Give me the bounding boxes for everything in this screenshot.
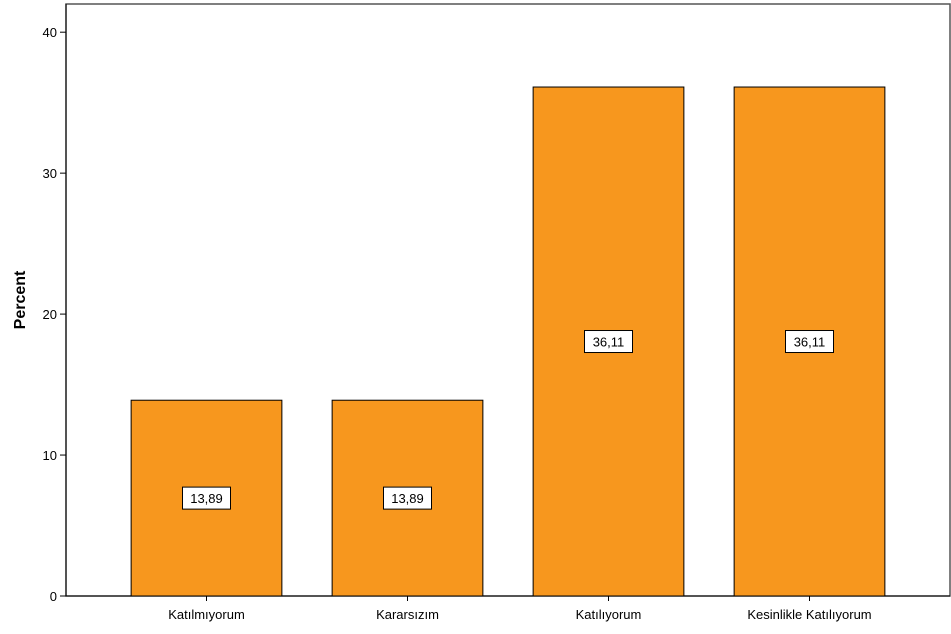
data-label-box bbox=[785, 330, 834, 354]
data-label: 36,11 bbox=[794, 335, 826, 350]
data-label: 13,89 bbox=[190, 491, 223, 506]
y-tick-label: 40 bbox=[43, 25, 57, 40]
bars: 13,89 13,89 36,11 36,11 bbox=[130, 86, 886, 597]
y-tick-label: 0 bbox=[50, 589, 57, 604]
y-tick-label: 20 bbox=[43, 307, 57, 322]
x-tick-label: Kararsızım bbox=[376, 607, 439, 622]
data-label-box bbox=[383, 486, 432, 510]
data-label-box bbox=[584, 330, 633, 354]
data-label-box bbox=[182, 486, 231, 510]
x-axis: Katılmıyorum Kararsızım Katılıyorum Kesinli… bbox=[66, 595, 950, 622]
y-axis: 0 10 20 30 40 bbox=[43, 4, 67, 604]
x-tick-label: Katılıyorum bbox=[576, 607, 642, 622]
x-tick-label: Katılmıyorum bbox=[168, 607, 245, 622]
y-tick-label: 30 bbox=[43, 166, 57, 181]
x-tick-label: Kesinlikle Katılıyorum bbox=[747, 607, 871, 622]
y-axis-title: Percent bbox=[12, 270, 29, 329]
data-label: 36,11 bbox=[593, 335, 625, 350]
y-tick-label: 10 bbox=[43, 448, 57, 463]
data-label: 13,89 bbox=[391, 491, 424, 506]
